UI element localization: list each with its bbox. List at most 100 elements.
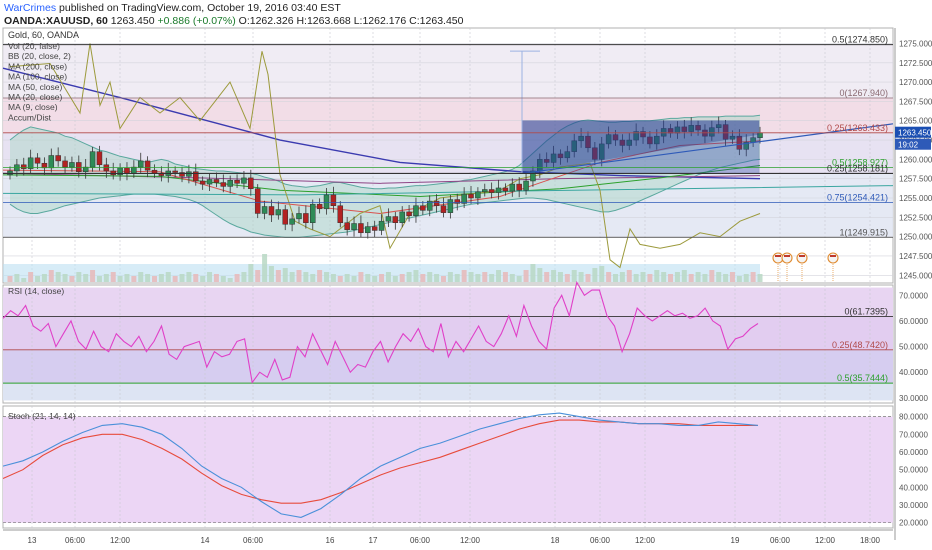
volume-bar bbox=[296, 270, 302, 282]
volume-bar bbox=[62, 274, 68, 282]
volume-bar bbox=[379, 274, 385, 282]
price-tick-label: 1270.000 bbox=[899, 78, 932, 87]
candle bbox=[454, 199, 460, 204]
symbol-line: OANDA:XAUUSD, 60 1263.450 +0.886 (+0.07%… bbox=[4, 15, 463, 27]
rsi-fib-label: 0(61.7395) bbox=[844, 306, 888, 316]
candle bbox=[275, 209, 282, 216]
volume-bar bbox=[262, 254, 268, 282]
candle bbox=[654, 135, 660, 145]
volume-bar bbox=[310, 274, 316, 282]
fib-level-label: 0.25(1258.181) bbox=[827, 163, 888, 173]
volume-bar bbox=[413, 270, 419, 282]
candle bbox=[241, 177, 247, 184]
candle bbox=[137, 160, 144, 168]
trend-line bbox=[521, 123, 894, 175]
ohlc-open: O:1262.326 bbox=[238, 15, 294, 27]
volume-bar bbox=[489, 274, 495, 282]
price-tick-label: 1250.000 bbox=[899, 233, 932, 242]
candle bbox=[82, 166, 89, 172]
volume-bar bbox=[626, 270, 632, 282]
event-flag-stripe bbox=[775, 255, 781, 257]
time-tick-label: 06:00 bbox=[770, 536, 791, 545]
candle bbox=[488, 189, 495, 193]
time-tick-label: 12:00 bbox=[110, 536, 131, 545]
volume-bar bbox=[523, 270, 529, 282]
ma9-line bbox=[2, 185, 894, 196]
price-tick-label: 1257.500 bbox=[899, 175, 932, 184]
author-link[interactable]: WarCrimes bbox=[4, 2, 57, 14]
time-tick-label: 12:00 bbox=[635, 536, 656, 545]
candle bbox=[89, 151, 96, 168]
volume-bar bbox=[606, 272, 612, 282]
publish-text: published on TradingView.com, October 19… bbox=[56, 2, 341, 14]
candle bbox=[426, 200, 433, 211]
candle bbox=[96, 151, 103, 166]
candle bbox=[523, 180, 529, 191]
volume-bar bbox=[757, 274, 763, 282]
time-tick-label: 13 bbox=[28, 536, 37, 545]
candle bbox=[495, 187, 502, 193]
event-flag-icon bbox=[781, 252, 793, 264]
ohlc-high: H:1263.668 bbox=[296, 15, 351, 27]
legend-item: Accum/Dist bbox=[8, 112, 52, 122]
rsi-line bbox=[2, 280, 759, 384]
volume-bar bbox=[743, 274, 749, 282]
volume-bar bbox=[454, 274, 460, 282]
candle bbox=[337, 205, 344, 223]
candle bbox=[186, 171, 192, 177]
price-tick-label: 1247.500 bbox=[899, 252, 932, 261]
volume-bar bbox=[571, 270, 577, 282]
volume-bar bbox=[7, 276, 13, 282]
time-tick-label: 18:00 bbox=[860, 536, 881, 545]
stoch-tick-label: 70.0000 bbox=[899, 430, 928, 439]
time-tick-label: 12:00 bbox=[815, 536, 836, 545]
candle bbox=[151, 169, 158, 174]
fib-level-label: 0.5(1274.850) bbox=[832, 35, 888, 45]
volume-bar bbox=[351, 276, 357, 282]
legend-item: Vol (20, false) bbox=[8, 41, 60, 51]
candle bbox=[509, 183, 516, 192]
volume-bar bbox=[179, 274, 185, 282]
candle bbox=[722, 124, 729, 140]
candle bbox=[392, 216, 399, 223]
volume-bar bbox=[468, 272, 474, 282]
volume-bar bbox=[440, 276, 446, 282]
candle bbox=[323, 194, 330, 210]
price-tick-label: 1267.500 bbox=[899, 97, 932, 106]
rsi-tick-label: 70.0000 bbox=[899, 291, 928, 300]
volume-bar bbox=[28, 272, 34, 282]
volume-bar bbox=[131, 276, 137, 282]
stoch-tick-label: 30.0000 bbox=[899, 501, 928, 510]
volume-bar bbox=[516, 276, 522, 282]
volume-bar bbox=[21, 278, 27, 282]
volume-bar bbox=[674, 272, 680, 282]
volume-bar bbox=[482, 272, 488, 282]
volume-bar bbox=[647, 274, 653, 282]
candle bbox=[440, 205, 447, 213]
rsi-tick-label: 50.0000 bbox=[899, 343, 928, 352]
candle bbox=[193, 171, 199, 182]
price-axis-bg bbox=[895, 0, 932, 550]
candle bbox=[330, 194, 337, 206]
event-flag-stripe bbox=[784, 255, 790, 257]
price-tick-label: 1245.000 bbox=[899, 271, 932, 280]
legend-item: MA (50, close) bbox=[8, 82, 62, 92]
candle bbox=[592, 147, 598, 160]
candle bbox=[62, 160, 68, 168]
volume-bar bbox=[14, 274, 20, 282]
volume-bar bbox=[599, 266, 605, 282]
candle bbox=[206, 179, 213, 185]
volume-bar bbox=[35, 276, 41, 282]
rsi-tick-label: 40.0000 bbox=[899, 368, 928, 377]
volume-bar bbox=[681, 270, 687, 282]
fib-channel-wedge bbox=[522, 120, 759, 174]
candle bbox=[179, 172, 185, 177]
price-tick-label: 1255.000 bbox=[899, 194, 932, 203]
volume-bar bbox=[151, 276, 157, 282]
rsi-tick-label: 60.0000 bbox=[899, 317, 928, 326]
fib-level-label: 0.25(1263.433) bbox=[827, 123, 888, 133]
volume-bar bbox=[716, 272, 722, 282]
volume-bar bbox=[709, 270, 715, 282]
candle bbox=[482, 189, 488, 193]
